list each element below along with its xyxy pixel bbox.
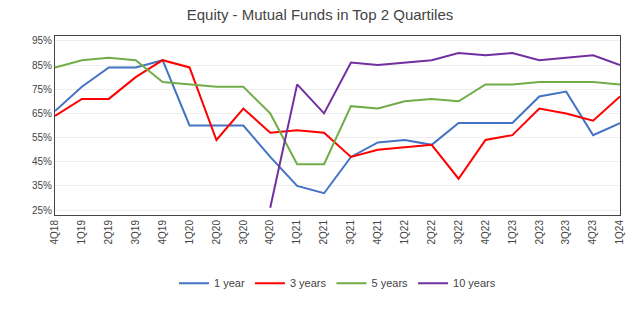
- svg-text:2Q19: 2Q19: [103, 220, 114, 245]
- svg-text:95%: 95%: [32, 35, 52, 46]
- svg-text:45%: 45%: [32, 156, 52, 167]
- svg-text:10 years: 10 years: [453, 277, 496, 289]
- svg-text:35%: 35%: [32, 180, 52, 191]
- svg-text:4Q22: 4Q22: [480, 220, 491, 245]
- svg-text:4Q18: 4Q18: [49, 220, 60, 245]
- svg-text:3Q21: 3Q21: [345, 220, 356, 245]
- svg-text:5 years: 5 years: [371, 277, 408, 289]
- svg-text:1Q22: 1Q22: [399, 220, 410, 245]
- svg-text:3Q23: 3Q23: [560, 220, 571, 245]
- svg-text:1Q21: 1Q21: [291, 220, 302, 245]
- svg-text:85%: 85%: [32, 60, 52, 71]
- svg-text:1Q19: 1Q19: [76, 220, 87, 245]
- svg-text:1Q20: 1Q20: [184, 220, 195, 245]
- svg-text:3 years: 3 years: [290, 277, 327, 289]
- svg-text:3Q19: 3Q19: [130, 220, 141, 245]
- svg-text:4Q20: 4Q20: [264, 220, 275, 245]
- svg-text:2Q21: 2Q21: [318, 220, 329, 245]
- svg-text:2Q22: 2Q22: [426, 220, 437, 245]
- svg-text:Equity - Mutual Funds in Top 2: Equity - Mutual Funds in Top 2 Quartiles: [187, 6, 454, 23]
- svg-text:65%: 65%: [32, 108, 52, 119]
- svg-text:55%: 55%: [32, 132, 52, 143]
- svg-text:2Q20: 2Q20: [211, 220, 222, 245]
- svg-text:4Q19: 4Q19: [157, 220, 168, 245]
- svg-text:4Q21: 4Q21: [372, 220, 383, 245]
- svg-text:25%: 25%: [32, 205, 52, 216]
- svg-text:1Q24: 1Q24: [614, 220, 625, 245]
- svg-text:75%: 75%: [32, 84, 52, 95]
- svg-text:3Q22: 3Q22: [453, 220, 464, 245]
- svg-text:4Q23: 4Q23: [587, 220, 598, 245]
- svg-text:3Q20: 3Q20: [238, 220, 249, 245]
- svg-text:1 year: 1 year: [214, 277, 245, 289]
- svg-text:1Q23: 1Q23: [507, 220, 518, 245]
- svg-text:2Q23: 2Q23: [534, 220, 545, 245]
